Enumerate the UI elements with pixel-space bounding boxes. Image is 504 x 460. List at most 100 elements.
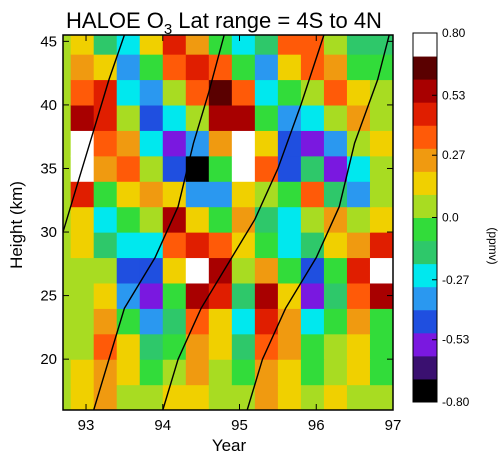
colorbar-unit-label: (ppmv) bbox=[486, 227, 500, 264]
heatmap-cell bbox=[231, 35, 256, 55]
colorbar-swatch bbox=[413, 240, 437, 265]
heatmap-cell bbox=[277, 333, 302, 360]
heatmap-cell bbox=[254, 333, 279, 360]
x-axis-label: Year bbox=[212, 436, 247, 455]
colorbar-swatch bbox=[413, 79, 437, 103]
heatmap-cell bbox=[139, 359, 164, 386]
heatmap-cell bbox=[277, 79, 302, 106]
heatmap-cell bbox=[139, 130, 164, 157]
heatmap-cell bbox=[116, 130, 141, 157]
heatmap-cell bbox=[185, 359, 210, 386]
heatmap-cell bbox=[346, 79, 371, 106]
heatmap-cell bbox=[162, 206, 187, 233]
heatmap-cell bbox=[346, 206, 371, 233]
heatmap-cell bbox=[254, 257, 279, 284]
heatmap-cell bbox=[300, 257, 325, 284]
heatmap-cell bbox=[70, 333, 95, 360]
heatmap-cell bbox=[208, 155, 233, 182]
heatmap-cell bbox=[162, 54, 187, 81]
heatmap-cell bbox=[162, 333, 187, 360]
heatmap-cell bbox=[254, 54, 279, 81]
heatmap-cell bbox=[323, 79, 348, 106]
y-tick-label: 20 bbox=[40, 351, 57, 368]
heatmap-cell bbox=[208, 79, 233, 106]
heatmap-cell bbox=[300, 384, 325, 410]
colorbar-tick-label: -0.53 bbox=[442, 333, 470, 347]
heatmap-cell bbox=[323, 232, 348, 259]
heatmap-cell bbox=[208, 54, 233, 81]
heatmap-cell bbox=[369, 257, 393, 284]
zero-contour-line bbox=[63, 35, 126, 233]
heatmap-cell bbox=[323, 130, 348, 157]
heatmap-cell bbox=[162, 308, 187, 335]
heatmap-cell bbox=[162, 35, 187, 55]
axis-layer: 93 94 95 96 97 20 25 30 35 40 45 bbox=[40, 33, 401, 434]
heatmap-cell bbox=[254, 104, 279, 131]
heatmap-cell bbox=[254, 155, 279, 182]
chart-title-subscript: 3 bbox=[164, 21, 172, 38]
heatmap-cell bbox=[93, 308, 118, 335]
heatmap-cell bbox=[231, 79, 256, 106]
heatmap-cell bbox=[70, 79, 95, 106]
heatmap-cell bbox=[70, 104, 95, 131]
heatmap-cell bbox=[70, 54, 95, 81]
heatmap-cell bbox=[369, 104, 393, 131]
heatmap-cell bbox=[162, 79, 187, 106]
heatmap-cell bbox=[139, 257, 164, 284]
heatmap-cell bbox=[139, 282, 164, 309]
heatmap-cell bbox=[346, 130, 371, 157]
colorbar-swatch bbox=[413, 102, 437, 126]
heatmap-cell bbox=[185, 54, 210, 81]
heatmap-cell bbox=[185, 181, 210, 208]
heatmap-cell bbox=[369, 384, 393, 410]
heatmap-cell bbox=[162, 130, 187, 157]
heatmap-cell bbox=[346, 359, 371, 386]
heatmap-cell bbox=[323, 206, 348, 233]
heatmap-cell bbox=[277, 181, 302, 208]
heatmap-cell bbox=[162, 104, 187, 131]
colorbar-swatch bbox=[413, 125, 437, 149]
heatmap-cell bbox=[185, 35, 210, 55]
heatmap-cell bbox=[208, 308, 233, 335]
heatmap-cell bbox=[185, 384, 210, 410]
x-tick-label: 93 bbox=[78, 417, 95, 434]
heatmap-cell bbox=[139, 181, 164, 208]
heatmap-cell bbox=[162, 257, 187, 284]
heatmap-cell bbox=[277, 130, 302, 157]
heatmap-cell bbox=[323, 308, 348, 335]
heatmap-cell bbox=[369, 333, 393, 360]
heatmap-cell bbox=[254, 130, 279, 157]
heatmap-cell bbox=[116, 359, 141, 386]
heatmap-cell bbox=[231, 130, 256, 157]
heatmap-cell bbox=[231, 232, 256, 259]
heatmap-cell bbox=[277, 206, 302, 233]
y-tick-label: 25 bbox=[40, 288, 57, 305]
heatmap-cell bbox=[323, 257, 348, 284]
heatmap-cell bbox=[185, 130, 210, 157]
heatmap-cell bbox=[70, 206, 95, 233]
heatmap-cell bbox=[369, 130, 393, 157]
heatmap-cell bbox=[70, 35, 95, 55]
colorbar-swatch bbox=[413, 263, 437, 288]
heatmap-cell bbox=[116, 206, 141, 233]
colorbar-tick-label: 0.27 bbox=[442, 148, 466, 162]
heatmap-cell bbox=[116, 257, 141, 284]
heatmap-cell bbox=[208, 282, 233, 309]
heatmap-cell bbox=[185, 232, 210, 259]
heatmap-cell bbox=[185, 308, 210, 335]
heatmap-cell bbox=[300, 359, 325, 386]
heatmap-cell bbox=[369, 54, 393, 81]
heatmap-cell bbox=[277, 54, 302, 81]
contour-layer bbox=[63, 35, 390, 410]
heatmap-cell bbox=[70, 130, 95, 157]
heatmap-cell bbox=[185, 79, 210, 106]
heatmap-cell bbox=[162, 155, 187, 182]
heatmap-cell bbox=[369, 282, 393, 309]
colorbar-swatch bbox=[413, 171, 437, 195]
heatmap-cell bbox=[369, 359, 393, 386]
heatmap-cell bbox=[139, 232, 164, 259]
colorbar-swatch bbox=[413, 309, 437, 334]
heatmap-cell bbox=[139, 35, 164, 55]
heatmap-cell bbox=[346, 333, 371, 360]
zero-contour-line bbox=[246, 35, 390, 410]
